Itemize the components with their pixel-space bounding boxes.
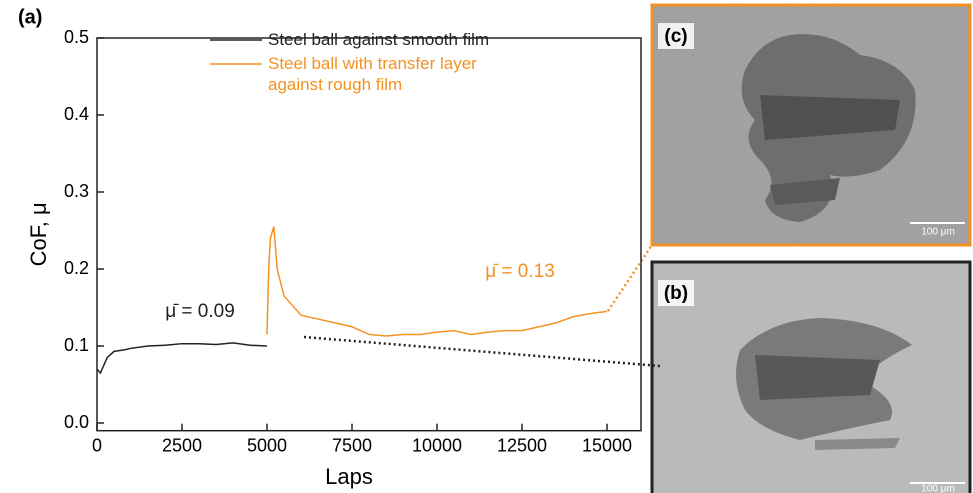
connector xyxy=(606,244,654,312)
y-tick-label: 0.2 xyxy=(64,258,89,278)
label-box xyxy=(658,23,694,49)
scale-bar-label: 100 μm xyxy=(921,227,955,238)
x-tick-label: 0 xyxy=(92,435,102,455)
y-tick-label: 0.1 xyxy=(64,335,89,355)
micrograph-b xyxy=(650,260,972,493)
y-tick-label: 0.5 xyxy=(64,27,89,47)
series-line xyxy=(266,226,608,337)
annotation: μ̄ = 0.13 xyxy=(485,261,555,282)
x-tick-label: 10000 xyxy=(412,435,462,455)
y-axis-label: CoF, μ xyxy=(26,202,51,266)
x-tick-label: 15000 xyxy=(582,435,632,455)
scale-bar-label: 100 μm xyxy=(921,484,955,493)
x-tick-label: 7500 xyxy=(332,435,372,455)
y-tick-label: 0.4 xyxy=(64,104,89,124)
label-box xyxy=(658,280,694,306)
y-tick-label: 0.0 xyxy=(64,412,89,432)
image-label: (c) xyxy=(664,26,687,47)
x-axis-label: Laps xyxy=(325,464,373,489)
x-tick-label: 5000 xyxy=(247,435,287,455)
connector xyxy=(303,335,661,368)
x-tick-label: 2500 xyxy=(162,435,202,455)
plot-frame xyxy=(96,37,642,432)
image-label: (b) xyxy=(664,283,688,304)
micrograph-c xyxy=(650,3,972,247)
legend-entry: Steel ball against smooth film xyxy=(268,30,490,49)
annotation: μ̄ = 0.09 xyxy=(165,301,235,322)
y-tick-label: 0.3 xyxy=(64,181,89,201)
x-tick-label: 12500 xyxy=(497,435,547,455)
series-line xyxy=(96,342,268,375)
panel-label: (a) xyxy=(18,6,42,28)
legend-entry: Steel ball with transfer layer against r… xyxy=(268,54,477,94)
